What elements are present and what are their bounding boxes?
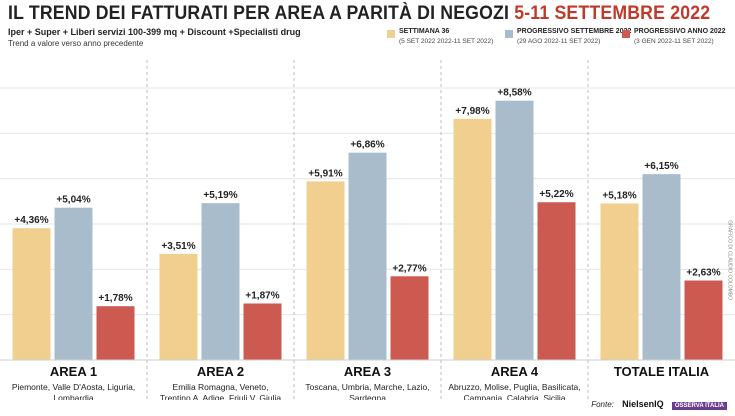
region-label: Trentino A. Adige, Friuli V. Giulia <box>160 393 282 400</box>
region-label: Abruzzo, Molise, Puglia, Basilicata, <box>448 382 580 392</box>
legend-label: SETTIMANA 36 <box>399 28 450 35</box>
data-label: +6,15% <box>644 161 678 172</box>
bar <box>684 280 723 360</box>
bar <box>12 228 51 360</box>
region-label: Emilia Romagna, Veneto, <box>173 382 269 392</box>
legend-range: (29 AGO 2022-11 SET 2022) <box>517 38 601 45</box>
category-label: AREA 1 <box>50 364 97 379</box>
bar <box>495 100 534 360</box>
region-label: Toscana, Umbria, Marche, Lazio, <box>305 382 429 392</box>
bar <box>537 202 576 360</box>
category-label: TOTALE ITALIA <box>614 364 710 379</box>
bar <box>54 207 93 360</box>
legend-range: (3 GEN 2022-11 SET 2022) <box>634 38 714 45</box>
legend-label: PROGRESSIVO SETTEMBRE 2022 <box>517 28 632 35</box>
title-dates: 5-11 SETTEMBRE 2022 <box>514 3 711 24</box>
legend-swatch <box>505 30 513 38</box>
osserva-italia-logo: OSSERVA ITALIA <box>671 402 727 410</box>
legend: SETTIMANA 36 (5 SET 2022 2022-11 SET 202… <box>0 28 735 52</box>
region-label: Sardegna <box>349 393 386 400</box>
bar <box>306 181 345 360</box>
subtitle: Iper + Super + Liberi servizi 100-399 mq… <box>8 27 301 37</box>
legend-label: PROGRESSIVO ANNO 2022 <box>634 28 726 35</box>
bar <box>453 118 492 361</box>
source-label: Fonte: <box>591 400 614 409</box>
data-label: +7,98% <box>455 106 489 117</box>
bar <box>96 306 135 360</box>
data-label: +8,58% <box>497 88 531 99</box>
region-label: Campania, Calabria, Sicilia <box>463 393 565 400</box>
data-label: +5,04% <box>56 195 90 206</box>
bar-chart: +4,36% +5,04% +1,78% AREA 1 Piemonte, Valle … <box>0 60 735 400</box>
nielseniq-logo: NielsenIQ <box>622 399 664 409</box>
data-label: +6,86% <box>350 140 384 151</box>
credit: GRAFICO DI CLAUDIO COLOMBO <box>727 220 733 300</box>
data-label: +1,78% <box>98 293 132 304</box>
category-label: AREA 4 <box>491 364 539 379</box>
source: Fonte: NielsenIQ OSSERVA ITALIA <box>591 399 727 413</box>
page-title: IL TREND DEI FATTURATI PER AREA A PARITÀ… <box>8 3 710 25</box>
data-label: +5,19% <box>203 190 237 201</box>
bar <box>348 152 387 360</box>
legend-swatch <box>387 30 395 38</box>
bar <box>600 203 639 360</box>
bar <box>243 303 282 360</box>
data-label: +4,36% <box>14 215 48 226</box>
bar <box>159 253 198 360</box>
data-label: +5,91% <box>308 168 342 179</box>
title-block: IL TREND DEI FATTURATI PER AREA A PARITÀ… <box>8 3 733 25</box>
data-label: +5,18% <box>602 190 636 201</box>
bar <box>390 276 429 360</box>
data-label: +2,63% <box>686 268 720 279</box>
data-label: +2,77% <box>392 263 426 274</box>
title-main: IL TREND DEI FATTURATI PER AREA A PARITÀ… <box>8 3 510 24</box>
category-label: AREA 2 <box>197 364 244 379</box>
legend-range: (5 SET 2022 2022-11 SET 2022) <box>399 38 494 45</box>
legend-swatch <box>622 30 630 38</box>
data-label: +1,87% <box>245 290 279 301</box>
trend-note: Trend a valore verso anno precedente <box>8 39 144 48</box>
category-label: AREA 3 <box>344 364 391 379</box>
bar <box>201 203 240 360</box>
data-label: +3,51% <box>161 241 195 252</box>
region-label: Lombardia <box>53 393 93 400</box>
data-label: +5,22% <box>539 189 573 200</box>
bar <box>642 174 681 360</box>
region-label: Piemonte, Valle D'Aosta, Liguria, <box>12 382 135 392</box>
